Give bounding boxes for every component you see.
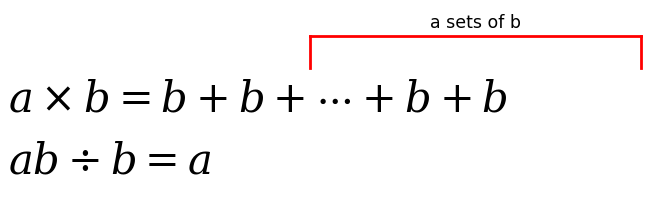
Text: a sets of b: a sets of b: [430, 14, 521, 32]
Text: $a \times b = b + b + \cdots + b + b$: $a \times b = b + b + \cdots + b + b$: [8, 79, 508, 121]
Text: $ab \div b = a$: $ab \div b = a$: [8, 141, 212, 183]
